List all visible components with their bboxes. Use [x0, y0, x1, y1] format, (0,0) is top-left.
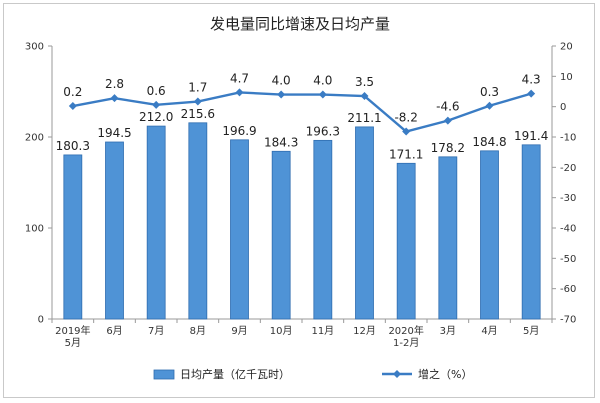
line-labels: 0.2 2.8 0.6 1.7 4.7 4.0 4.0 3.5 -8.2 -4.6 0.3 4.3	[63, 71, 540, 124]
right-tick-label: -70	[560, 315, 576, 326]
x-tick-label: 4月	[481, 325, 497, 337]
line-series	[68, 88, 536, 136]
bar-value-label: 196.9	[222, 124, 256, 138]
bar	[521, 144, 541, 320]
line-path	[72, 91, 532, 133]
bar-value-label: 212.0	[139, 110, 173, 124]
line-value-label: 0.6	[147, 84, 166, 98]
right-tick-label: 20	[560, 42, 573, 53]
right-tick-label: -20	[560, 163, 576, 174]
x-tick-label: 7月	[148, 325, 164, 337]
line-point	[360, 92, 369, 101]
line-point	[110, 94, 119, 103]
line-point	[68, 102, 77, 111]
bar	[438, 156, 458, 320]
line-value-label: 3.5	[355, 75, 374, 89]
line-point	[485, 101, 494, 110]
bar	[480, 150, 499, 320]
line-point	[318, 90, 327, 99]
x-tick-label: 1-2月	[393, 337, 419, 349]
line-point	[152, 100, 161, 109]
line-value-label: 4.0	[272, 74, 291, 88]
x-tick-label: 11月	[311, 325, 334, 337]
line-value-label: -4.6	[436, 100, 459, 114]
x-tick-label: 10月	[270, 325, 293, 337]
bar	[146, 125, 166, 320]
bar-value-label: 178.2	[431, 141, 465, 155]
bar-value-label: 180.3	[56, 139, 90, 153]
line-point	[235, 88, 244, 97]
left-tick-label: 100	[25, 224, 44, 235]
right-tick-label: -10	[560, 133, 576, 144]
left-tick-label: 0	[38, 315, 44, 326]
bar	[313, 139, 333, 320]
line-value-label: 4.0	[313, 74, 332, 88]
x-tick-label: 3月	[440, 325, 456, 337]
bar-value-label: 196.3	[306, 124, 340, 138]
bar-value-label: 215.6	[181, 107, 215, 121]
x-tick-label: 2020年	[388, 324, 423, 337]
bar-value-label: 184.8	[472, 135, 506, 149]
right-tick-label: 10	[560, 72, 573, 83]
legend-line-marker	[393, 370, 401, 378]
legend: 日均产量（亿千瓦时） 增之（%）	[153, 367, 472, 381]
bar-value-label: 211.1	[347, 111, 381, 125]
chart-title: 发电量同比增速及日均产量	[210, 15, 390, 33]
x-tick-label: 8月	[190, 325, 206, 337]
bar	[188, 122, 208, 320]
bar-value-label: 184.3	[264, 135, 298, 149]
bar	[230, 139, 249, 320]
line-point	[527, 89, 536, 98]
right-tick-label: -30	[560, 193, 576, 204]
line-value-label: 0.2	[63, 85, 82, 99]
right-tick-label: -40	[560, 224, 576, 235]
bar	[355, 126, 374, 320]
bar-value-label: 191.4	[514, 129, 548, 143]
legend-bar-swatch	[153, 369, 175, 380]
x-tick-label: 6月	[106, 325, 122, 337]
left-tick-label: 300	[25, 42, 44, 53]
bar	[396, 162, 416, 320]
line-point	[193, 97, 202, 106]
right-tick-label: -60	[560, 284, 576, 295]
bar-labels: 180.3 194.5 212.0 215.6 196.9 184.3 196.3 211.1…	[56, 107, 549, 161]
line-point	[443, 116, 452, 125]
x-tick-label: 12月	[353, 325, 376, 337]
x-tick-label: 9月	[231, 325, 247, 337]
line-value-label: 4.7	[230, 71, 249, 85]
line-value-label: -8.2	[394, 111, 417, 125]
line-point	[277, 90, 286, 99]
left-tick-label: 200	[25, 133, 44, 144]
legend-line-label: 增之（%）	[418, 367, 472, 381]
bar-value-label: 194.5	[97, 126, 131, 140]
line-value-label: 2.8	[105, 77, 124, 91]
bar	[271, 150, 291, 320]
x-tick-label: 2019年	[55, 324, 90, 337]
legend-bar-label: 日均产量（亿千瓦时）	[180, 367, 290, 381]
bar-series	[63, 122, 541, 320]
right-tick-label: 0	[560, 102, 566, 113]
line-value-label: 0.3	[480, 85, 499, 99]
x-tick-label: 5月	[65, 337, 81, 349]
right-tick-label: -50	[560, 254, 576, 265]
line-value-label: 4.3	[522, 73, 541, 87]
bar	[105, 141, 124, 320]
bar-value-label: 171.1	[389, 147, 423, 161]
bar	[63, 154, 83, 320]
line-value-label: 1.7	[188, 81, 207, 95]
x-tick-label: 5月	[523, 325, 539, 337]
chart-frame: 发电量同比增速及日均产量 0 100 200 300 20 10 0 -10 -20 -30 -40…	[3, 3, 595, 398]
